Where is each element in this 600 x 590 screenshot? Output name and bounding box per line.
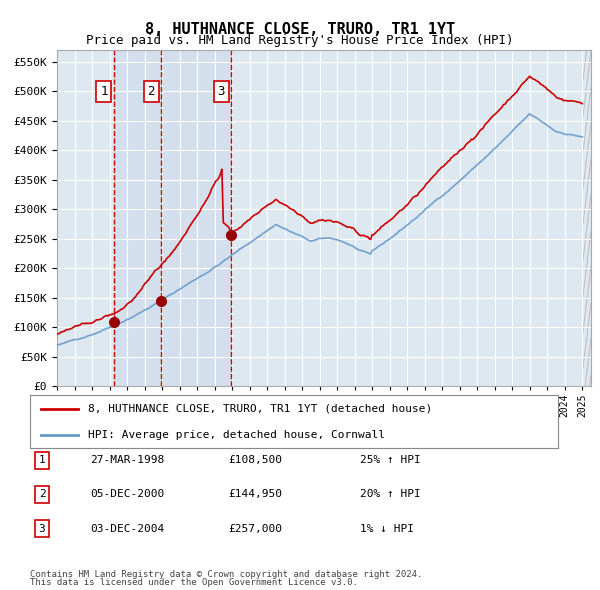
Text: 8, HUTHNANCE CLOSE, TRURO, TR1 1YT: 8, HUTHNANCE CLOSE, TRURO, TR1 1YT (145, 22, 455, 37)
Bar (161, 50, 230, 386)
Text: 1: 1 (100, 85, 107, 98)
Text: 25% ↑ HPI: 25% ↑ HPI (360, 455, 421, 465)
Text: 2: 2 (38, 490, 46, 499)
Text: 27-MAR-1998: 27-MAR-1998 (90, 455, 164, 465)
Text: 3: 3 (217, 85, 225, 98)
Text: Price paid vs. HM Land Registry's House Price Index (HPI): Price paid vs. HM Land Registry's House … (86, 34, 514, 47)
Bar (113, 50, 161, 386)
Text: 1% ↓ HPI: 1% ↓ HPI (360, 524, 414, 533)
Text: Contains HM Land Registry data © Crown copyright and database right 2024.: Contains HM Land Registry data © Crown c… (30, 570, 422, 579)
Text: 20% ↑ HPI: 20% ↑ HPI (360, 490, 421, 499)
Text: 8, HUTHNANCE CLOSE, TRURO, TR1 1YT (detached house): 8, HUTHNANCE CLOSE, TRURO, TR1 1YT (deta… (88, 404, 433, 414)
Text: £257,000: £257,000 (228, 524, 282, 533)
Text: 05-DEC-2000: 05-DEC-2000 (90, 490, 164, 499)
Text: 3: 3 (38, 524, 46, 533)
Text: 2: 2 (147, 85, 155, 98)
Text: HPI: Average price, detached house, Cornwall: HPI: Average price, detached house, Corn… (88, 430, 385, 440)
Text: This data is licensed under the Open Government Licence v3.0.: This data is licensed under the Open Gov… (30, 578, 358, 587)
Text: £144,950: £144,950 (228, 490, 282, 499)
Text: £108,500: £108,500 (228, 455, 282, 465)
Text: 03-DEC-2004: 03-DEC-2004 (90, 524, 164, 533)
Text: 1: 1 (38, 455, 46, 465)
